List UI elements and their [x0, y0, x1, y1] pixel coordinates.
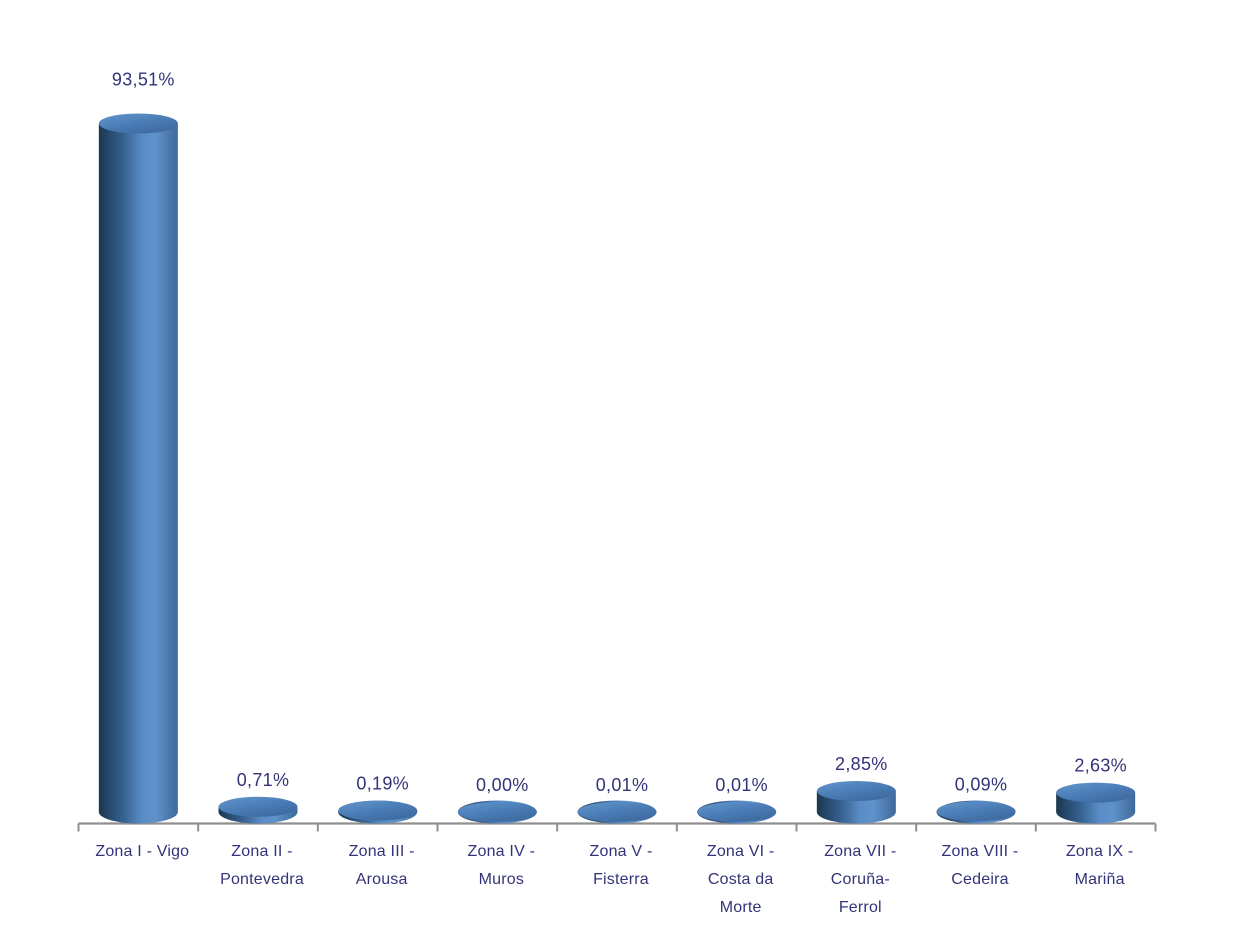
category-label-line: Costa da — [708, 871, 774, 888]
category-label: Zona VI - Costa da Morte — [707, 843, 775, 916]
cylinder-top-cap — [936, 801, 1016, 822]
chart-bar — [338, 800, 418, 824]
category-label-line: Zona III - — [349, 843, 415, 860]
cylinder-top-cap — [457, 802, 537, 822]
cylinder-top-cap — [218, 796, 298, 817]
chart-bar — [577, 800, 657, 824]
cylinder-body — [98, 123, 178, 812]
chart-bar — [98, 113, 178, 824]
cylinder-top-cap — [1056, 782, 1136, 803]
category-label-line: Zona V - — [590, 843, 653, 860]
category-label: Zona I - Vigo — [95, 843, 189, 860]
data-label: 0,09% — [955, 774, 1008, 794]
category-label-line: Muros — [479, 871, 524, 888]
data-label: 2,85% — [835, 754, 888, 774]
category-label-line: Zona IV - — [468, 843, 536, 860]
category-label-line: Arousa — [356, 871, 408, 888]
cylinder-top-cap — [98, 113, 178, 134]
cylinder-top-cap — [816, 781, 896, 802]
category-label-line: Zona I - Vigo — [95, 843, 189, 860]
chart-bar — [816, 781, 896, 824]
category-label-line: Cedeira — [951, 871, 1008, 888]
category-label-line: Fisterra — [593, 871, 649, 888]
category-label-line: Zona II - — [231, 843, 292, 860]
category-label: Zona VII - Coruña- Ferrol — [824, 843, 896, 916]
category-label-line: Zona VII - — [824, 843, 896, 860]
chart-bar — [936, 800, 1016, 824]
category-label-line: Mariña — [1075, 871, 1125, 888]
category-label-line: Pontevedra — [220, 871, 304, 888]
category-label: Zona V - Fisterra — [590, 843, 653, 888]
data-label: 0,00% — [476, 775, 529, 795]
data-label: 93,51% — [112, 70, 175, 90]
cylinder-top-cap — [697, 801, 777, 822]
category-axis — [77, 822, 1157, 832]
cylinder-top-cap — [577, 801, 657, 822]
chart-bar — [1056, 782, 1136, 824]
cylinder-top-cap — [338, 800, 418, 821]
category-label: Zona II - Pontevedra — [220, 843, 304, 888]
category-label: Zona IX - Mariña — [1066, 843, 1134, 888]
data-label: 0,01% — [715, 775, 768, 795]
chart-bar — [218, 796, 298, 824]
category-label-line: Morte — [720, 899, 762, 916]
data-label: 0,19% — [356, 774, 409, 794]
chart-bar — [697, 800, 777, 824]
category-label: Zona III - Arousa — [349, 843, 415, 888]
category-label-line: Zona VIII - — [942, 843, 1019, 860]
data-label: 0,71% — [237, 770, 290, 790]
data-label: 0,01% — [596, 775, 649, 795]
category-label-line: Ferrol — [839, 899, 882, 916]
data-label: 2,63% — [1074, 756, 1127, 776]
category-label: Zona VIII - Cedeira — [942, 843, 1019, 888]
category-label-line: Zona VI - — [707, 843, 775, 860]
category-label-line: Zona IX - — [1066, 843, 1134, 860]
chart-bar — [457, 800, 537, 824]
category-label-line: Coruña- — [831, 871, 890, 888]
category-label: Zona IV - Muros — [468, 843, 536, 888]
